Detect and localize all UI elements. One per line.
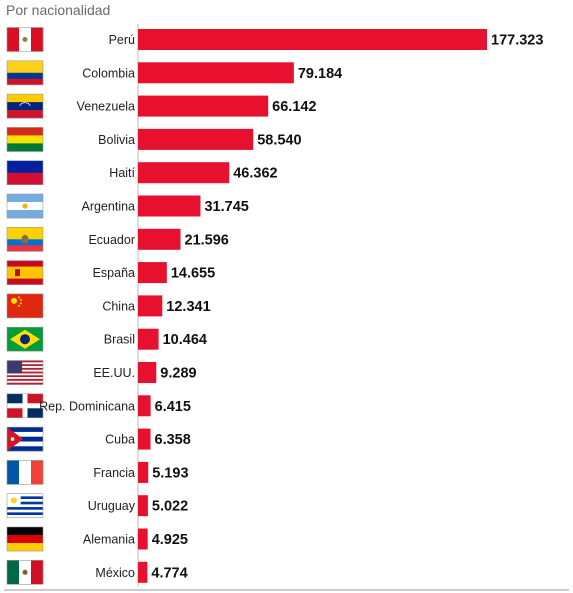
category-label: China xyxy=(102,299,135,313)
bar-row: Uruguay 5.022 xyxy=(6,493,188,519)
bar xyxy=(138,29,487,50)
value-label: 66.142 xyxy=(272,99,316,115)
bar-row: Argentina 31.745 xyxy=(6,193,249,219)
value-label: 6.358 xyxy=(155,432,191,448)
category-label: Colombia xyxy=(82,66,135,80)
bar xyxy=(138,162,230,184)
value-label: 58.540 xyxy=(257,132,301,148)
china-flag-icon xyxy=(6,293,44,319)
bar xyxy=(138,295,163,317)
bar-row: Brasil 10.464 xyxy=(6,326,207,352)
value-label: 79.184 xyxy=(298,66,342,82)
mexico-flag-icon xyxy=(6,559,44,585)
bar xyxy=(138,428,151,450)
spain-flag-icon xyxy=(6,260,44,285)
bar-row: México 4.774 xyxy=(6,559,188,585)
value-label: 10.464 xyxy=(163,332,207,348)
france-flag-icon xyxy=(6,460,44,485)
category-label: Rep. Dominicana xyxy=(39,399,135,413)
bar-row: España 14.655 xyxy=(6,260,215,285)
bar-row: Cuba 6.358 xyxy=(6,426,191,452)
value-label: 4.774 xyxy=(151,565,187,581)
bar-row: Francia 5.193 xyxy=(6,460,189,485)
bar xyxy=(138,262,167,284)
ecuador-flag-icon xyxy=(6,227,44,252)
bar xyxy=(138,495,148,517)
bar-row: Alemania 4.925 xyxy=(6,526,188,552)
category-label: Brasil xyxy=(104,333,135,347)
bar-row: Ecuador 21.596 xyxy=(6,227,229,252)
bar-row: Bolivia 58.540 xyxy=(6,127,302,152)
category-label: México xyxy=(95,566,135,580)
value-label: 5.022 xyxy=(152,499,188,515)
category-label: Ecuador xyxy=(88,233,135,247)
category-label: Perú xyxy=(109,33,135,47)
category-label: Haití xyxy=(109,166,135,180)
germany-flag-icon xyxy=(6,526,44,552)
usa-flag-icon xyxy=(6,360,44,385)
chart-title: Por nacionalidad xyxy=(6,2,111,18)
value-label: 177.323 xyxy=(491,33,543,49)
uruguay-flag-icon xyxy=(6,493,44,519)
dominican-republic-flag-icon xyxy=(6,393,44,419)
category-label: España xyxy=(93,266,135,280)
bar-row: Colombia 79.184 xyxy=(6,60,342,86)
category-label: Bolivia xyxy=(98,133,135,147)
value-label: 4.925 xyxy=(152,532,188,548)
bar-row: Haití 46.362 xyxy=(6,160,278,185)
venezuela-flag-icon xyxy=(6,93,44,119)
bar xyxy=(138,528,148,550)
bar xyxy=(138,461,149,483)
bar xyxy=(138,195,201,217)
colombia-flag-icon xyxy=(6,60,44,86)
bar-row: Rep. Dominicana 6.415 xyxy=(6,393,191,419)
category-label: EE.UU. xyxy=(93,366,135,380)
category-label: Uruguay xyxy=(88,499,136,513)
haiti-flag-icon xyxy=(6,160,44,185)
argentina-flag-icon xyxy=(6,193,44,219)
bar-row: Venezuela 66.142 xyxy=(6,93,317,119)
category-label: Francia xyxy=(93,466,135,480)
peru-flag-icon xyxy=(6,27,44,52)
bar xyxy=(138,228,181,250)
value-label: 31.745 xyxy=(204,199,248,215)
brazil-flag-icon xyxy=(6,326,44,352)
bar xyxy=(138,62,294,84)
bar-row: EE.UU. 9.289 xyxy=(6,360,197,385)
value-label: 9.289 xyxy=(160,366,196,382)
bar xyxy=(138,128,254,150)
value-label: 6.415 xyxy=(155,399,191,415)
cuba-flag-icon xyxy=(6,426,44,452)
value-label: 46.362 xyxy=(233,166,277,182)
value-label: 12.341 xyxy=(166,299,210,315)
category-label: Argentina xyxy=(81,200,135,214)
bar xyxy=(138,395,151,417)
bar xyxy=(138,328,159,350)
bolivia-flag-icon xyxy=(6,127,44,152)
value-label: 14.655 xyxy=(171,266,215,282)
category-label: Cuba xyxy=(105,433,135,447)
bar-row: Perú 177.323 xyxy=(6,27,543,52)
value-label: 5.193 xyxy=(152,465,188,481)
bar xyxy=(138,561,148,583)
bar-row: China 12.341 xyxy=(6,293,211,319)
category-label: Alemania xyxy=(83,533,135,547)
bar xyxy=(138,95,269,117)
bar xyxy=(138,362,157,383)
value-label: 21.596 xyxy=(185,232,229,248)
category-label: Venezuela xyxy=(77,100,135,114)
